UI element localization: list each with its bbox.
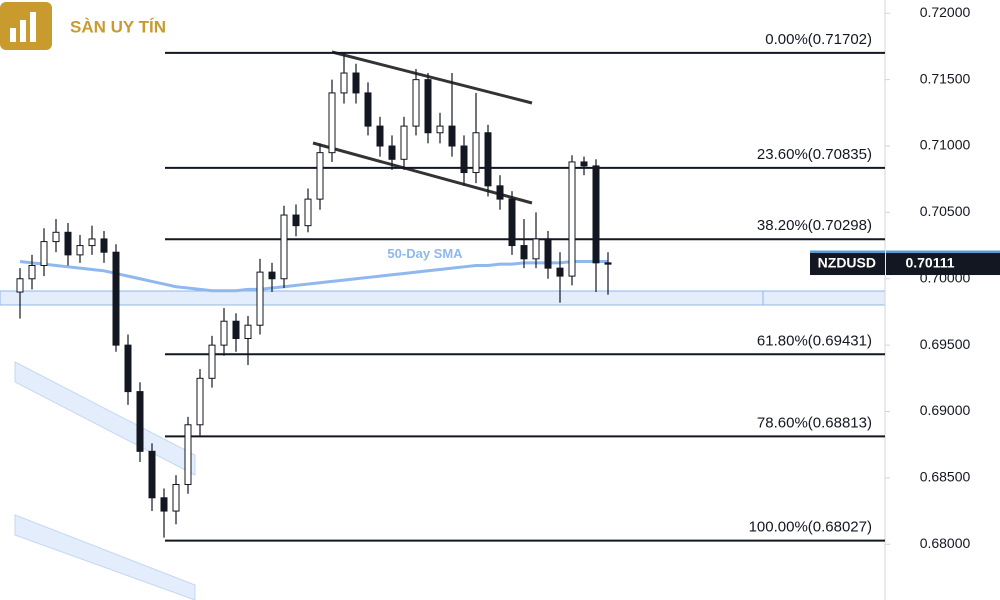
sma-line: [19, 260, 608, 293]
logo-icon-bar: [10, 28, 16, 42]
candle-body: [604, 262, 612, 265]
candle-body: [40, 241, 48, 266]
candle-body: [76, 245, 84, 256]
candle-body: [268, 271, 276, 280]
y-tick-label: 0.71500: [920, 70, 971, 86]
y-tick-label: 0.69500: [920, 336, 971, 352]
candle-body: [412, 79, 420, 127]
candle-body: [256, 271, 264, 326]
y-tick-label: 0.71000: [920, 137, 971, 153]
candle-body: [376, 125, 384, 147]
candle-body: [460, 145, 468, 174]
candle-body: [580, 161, 588, 167]
marker-name: NZDUSD: [818, 255, 876, 271]
candle-body: [364, 92, 372, 127]
y-tick-label: 0.70500: [920, 203, 971, 219]
drawings: [0, 50, 886, 600]
y-tick-label: 0.72000: [920, 4, 971, 20]
candle-body: [388, 145, 396, 160]
candle-body: [448, 125, 456, 147]
candle-body: [340, 72, 348, 94]
candle-body: [232, 320, 240, 339]
logo-icon-bar: [20, 20, 26, 42]
candle-body: [52, 231, 60, 243]
channel-band: [14, 514, 196, 600]
candle-body: [304, 198, 312, 227]
trend-line: [312, 141, 533, 205]
y-tick-label: 0.68000: [920, 535, 971, 551]
trend-line: [331, 50, 533, 105]
candle-body: [520, 245, 528, 260]
fib-label: 0.00%(0.71702): [765, 31, 872, 48]
candle-body: [280, 214, 288, 280]
candle-body: [316, 152, 324, 200]
candle-body: [220, 320, 228, 346]
logo-text: SÀN UY TÍN: [70, 17, 166, 36]
candle-body: [88, 238, 96, 247]
fib-label: 38.20%(0.70298): [757, 217, 872, 234]
candle-body: [328, 92, 336, 154]
candle-body: [496, 185, 504, 200]
marker-value: 0.70111: [905, 255, 954, 271]
fib-label: 100.00%(0.68027): [749, 519, 872, 536]
candle-body: [64, 231, 72, 256]
candle-body: [16, 278, 24, 293]
candle-body: [160, 497, 168, 512]
candle-body: [28, 264, 36, 280]
candle-body: [532, 238, 540, 260]
candle-body: [400, 125, 408, 160]
candle-body: [352, 72, 360, 94]
logo: SÀN UY TÍN: [0, 2, 166, 50]
candle-body: [196, 377, 204, 426]
candle-body: [556, 267, 564, 277]
price-marker: [810, 253, 885, 276]
candle-body: [148, 450, 156, 499]
candle-body: [484, 132, 492, 187]
plot-area: 0.720000.715000.710000.705000.700000.695…: [16, 4, 1000, 551]
candle-body: [508, 198, 516, 247]
candle-body: [136, 391, 144, 452]
candle-body: [472, 132, 480, 174]
y-tick-label: 0.69000: [920, 402, 971, 418]
candle-body: [172, 484, 180, 512]
support-zone: [0, 290, 886, 306]
price-marker-box: [886, 253, 1000, 276]
candle-body: [436, 125, 444, 134]
y-tick-label: 0.68500: [920, 469, 971, 485]
logo-icon-bar: [30, 12, 36, 42]
channel-band: [14, 361, 196, 476]
candle-body: [544, 238, 552, 269]
candle-body: [292, 214, 300, 227]
fib-label: 61.80%(0.69431): [757, 332, 872, 349]
fib-label: 78.60%(0.68813): [757, 414, 872, 431]
candle-body: [184, 424, 192, 486]
candle-body: [592, 165, 600, 264]
candle-body: [112, 251, 120, 346]
candle-body: [424, 79, 432, 134]
sma-label: 50-Day SMA: [387, 246, 463, 261]
candle-body: [208, 344, 216, 379]
fib-label: 23.60%(0.70835): [757, 146, 872, 163]
candle-body: [124, 344, 132, 393]
candle-body: [568, 161, 576, 277]
candle-body: [100, 238, 108, 253]
candle-body: [244, 324, 252, 339]
